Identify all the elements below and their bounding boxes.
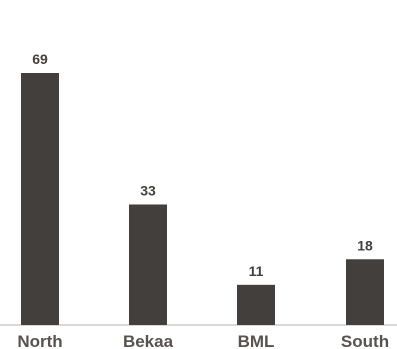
bar-bml <box>237 284 275 325</box>
category-label-north: North <box>17 332 62 349</box>
value-label-south: 18 <box>357 237 373 253</box>
value-label-bml: 11 <box>249 263 264 279</box>
value-labels-group: 69 33 11 18 <box>32 51 373 279</box>
bar-south <box>346 259 384 325</box>
value-label-bekaa: 33 <box>140 182 156 198</box>
value-label-north: 69 <box>32 51 48 67</box>
bars-group <box>21 73 384 325</box>
category-label-south: South <box>341 332 389 349</box>
bar-bekaa <box>129 204 167 325</box>
bar-north <box>21 73 59 325</box>
category-label-bekaa: Bekaa <box>123 332 174 349</box>
category-label-bml: BML <box>238 332 275 349</box>
category-labels-group: North Bekaa BML South <box>17 332 389 349</box>
